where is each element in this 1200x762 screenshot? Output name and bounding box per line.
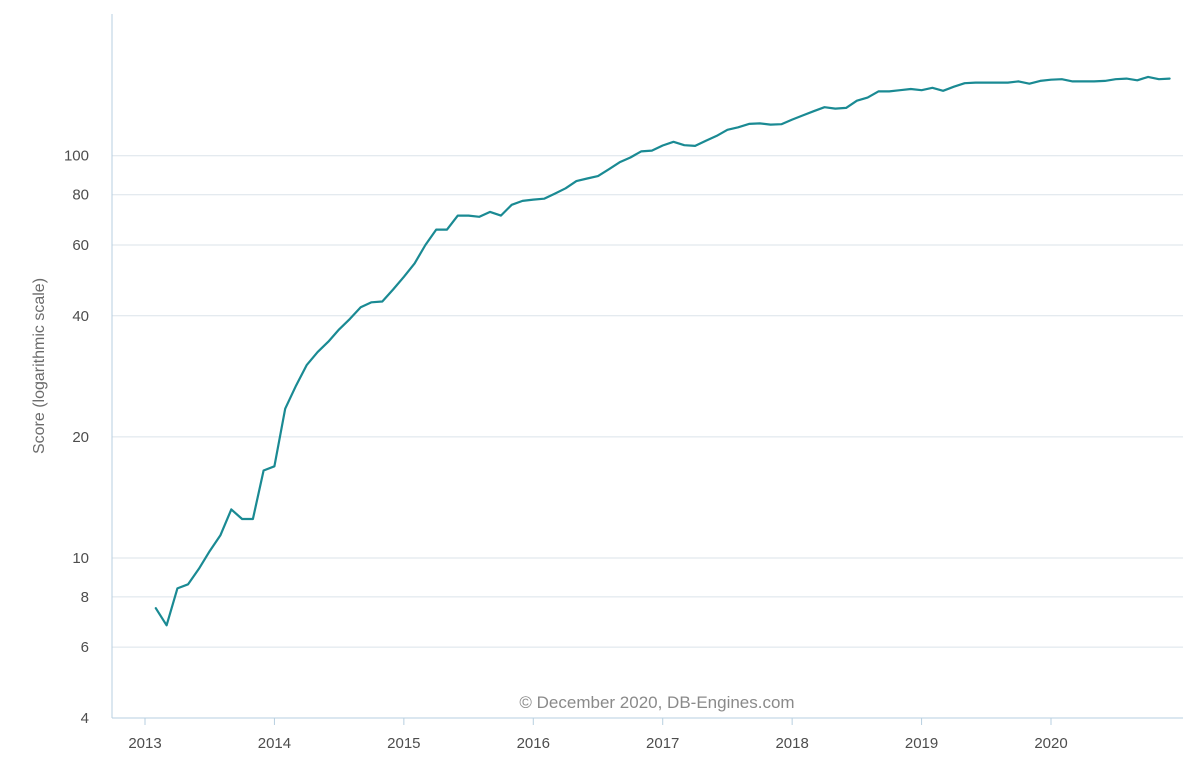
y-tick-label-100: 100 <box>64 148 89 165</box>
x-tick-label-2020: 2020 <box>1034 735 1067 752</box>
series-line-score <box>154 75 1171 627</box>
y-tick-label-8: 8 <box>81 589 89 606</box>
x-tick-label-2015: 2015 <box>387 735 420 752</box>
x-tick-label-2013: 2013 <box>128 735 161 752</box>
x-tick-labels: 2013 2014 2015 2016 2017 2018 2019 2020 <box>128 718 1068 752</box>
x-tick-label-2017: 2017 <box>646 735 679 752</box>
y-tick-label-6: 6 <box>81 639 89 656</box>
axes <box>111 14 1183 719</box>
x-tick-label-2016: 2016 <box>517 735 550 752</box>
y-tick-label-20: 20 <box>72 429 89 446</box>
y-tick-label-60: 60 <box>72 237 89 254</box>
y-axis-label: Score (logarithmic scale) <box>31 278 48 454</box>
y-tick-label-40: 40 <box>72 308 89 325</box>
y-tick-label-4: 4 <box>81 710 89 727</box>
x-tick-label-2014: 2014 <box>258 735 291 752</box>
copyright-credit: © December 2020, DB-Engines.com <box>519 693 794 712</box>
y-tick-label-10: 10 <box>72 550 89 567</box>
y-tick-label-80: 80 <box>72 187 89 204</box>
grid-lines <box>112 155 1183 648</box>
x-tick-label-2019: 2019 <box>905 735 938 752</box>
x-tick-label-2018: 2018 <box>775 735 808 752</box>
y-tick-labels: 4 6 8 10 20 40 60 80 100 <box>64 148 89 727</box>
